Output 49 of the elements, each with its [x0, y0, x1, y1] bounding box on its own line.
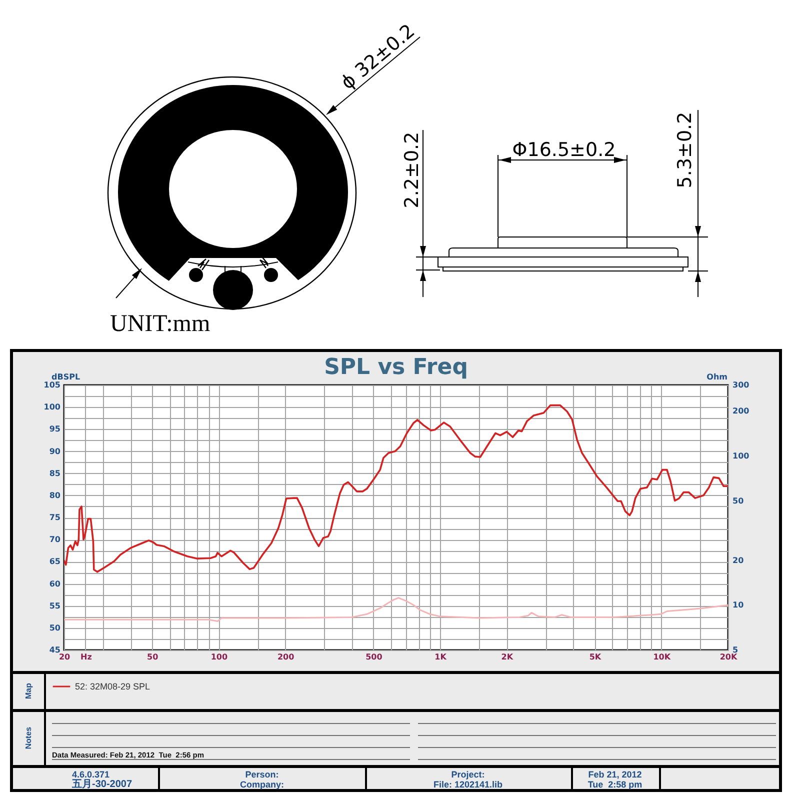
y-tick-label: 90	[49, 446, 61, 456]
x-tick-label: 20	[58, 652, 70, 662]
text: Feb 21, 2012	[588, 770, 642, 780]
y-axis-title: dBSPL	[52, 372, 80, 382]
y-tick-label: 20	[732, 556, 744, 565]
y-tick-label: 100	[44, 402, 61, 412]
y-tick-label: 10	[732, 600, 744, 610]
text: Company:	[240, 780, 284, 790]
text: 4.6.0.371	[72, 770, 110, 780]
y-tick-label: 45	[49, 646, 61, 654]
legend-label: 52: 32M08-29 SPL	[75, 682, 150, 692]
y-tick-label: 50	[49, 623, 61, 632]
text: Tue 2:58 pm	[588, 780, 642, 790]
text: Person:	[245, 770, 279, 780]
y-tick-label: 300	[732, 380, 750, 390]
y-tick-label: 60	[49, 579, 61, 588]
text: 5.3±0.2	[674, 112, 696, 188]
y-tick-label: 200	[732, 406, 750, 416]
x-tick-label: 10K	[653, 652, 672, 662]
chart-title: SPL vs Freq	[324, 355, 468, 380]
y-tick-label: 100	[732, 452, 750, 461]
x-tick-label: 200	[277, 652, 295, 662]
x-tick-label: 20K	[720, 652, 738, 662]
y-tick-label: 105	[44, 380, 61, 390]
x-tick-label: 500	[366, 652, 383, 662]
text: Project:	[451, 770, 485, 780]
y-tick-label: 65	[49, 557, 61, 566]
x-tick-label: 50	[147, 652, 159, 662]
text: UNIT:mm	[110, 311, 210, 337]
y-tick-label: 95	[49, 424, 61, 434]
y-tick-label: 85	[49, 468, 61, 478]
x-tick-label: 2K	[501, 652, 514, 662]
y-tick-label: 55	[49, 601, 61, 610]
text: Notes	[24, 726, 33, 750]
x-tick-label: 5K	[589, 652, 602, 662]
text: Φ16.5±0.2	[512, 139, 616, 161]
text: 2.2±0.2	[401, 132, 423, 208]
text: 五月-30-2007	[72, 779, 132, 790]
y-axis-title: Ohm	[706, 372, 728, 382]
y-tick-label: 70	[49, 535, 61, 544]
text: File: 1202141.lib	[433, 780, 503, 790]
x-axis-title: Hz	[80, 652, 92, 662]
y-tick-label: 75	[49, 513, 61, 522]
text: Map	[24, 683, 33, 699]
x-tick-label: 1K	[434, 652, 448, 662]
y-tick-label: 5	[732, 646, 738, 654]
y-tick-label: 80	[49, 490, 61, 500]
y-tick-label: 50	[732, 496, 744, 506]
x-tick-label: 100	[210, 652, 228, 662]
